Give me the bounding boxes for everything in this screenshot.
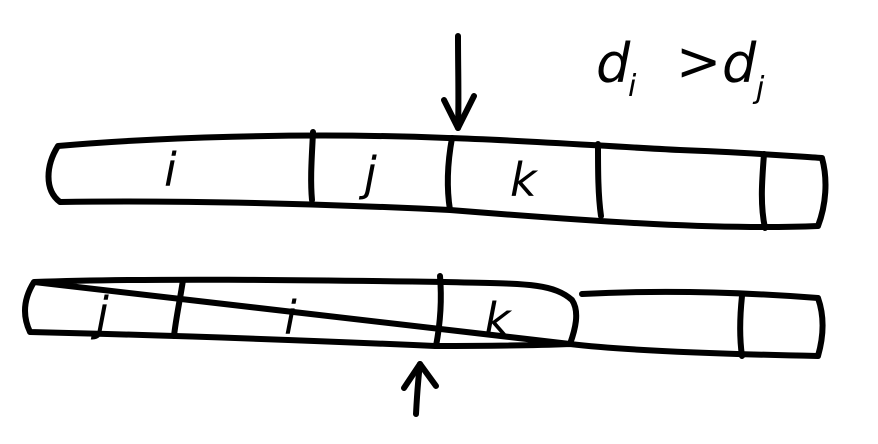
schedule-original-cell-1-label: i (164, 143, 177, 197)
schedule-original-divider-1 (311, 132, 313, 200)
condition-left-symbol: d (596, 32, 631, 95)
schedule-swapped-divider-3 (740, 296, 742, 356)
schedule-swapped-outline (25, 280, 822, 356)
schedule-original-divider-2 (448, 138, 452, 210)
schedule-original-divider-3 (598, 144, 601, 216)
schedule-swapped-cell-3-label: k (484, 293, 513, 347)
condition-formula: d i > d j (596, 30, 765, 106)
condition-right-symbol: d (722, 32, 757, 95)
schedule-swapped-cell-2-label: i (284, 291, 297, 345)
schedule-original-cell-3-label: k (510, 153, 539, 207)
up-arrow-icon (404, 364, 436, 414)
schedule-swapped-divider-2 (436, 276, 441, 346)
condition-left-subscript: i (628, 69, 637, 104)
down-arrow-icon (444, 36, 474, 128)
schedule-swapped-divider-1 (174, 280, 183, 336)
schedule-original-cell-2-label: j (358, 147, 377, 201)
schedule-swapped: j i k (25, 276, 822, 414)
condition-operator: > (676, 30, 721, 93)
schedule-original-divider-4 (762, 154, 765, 228)
